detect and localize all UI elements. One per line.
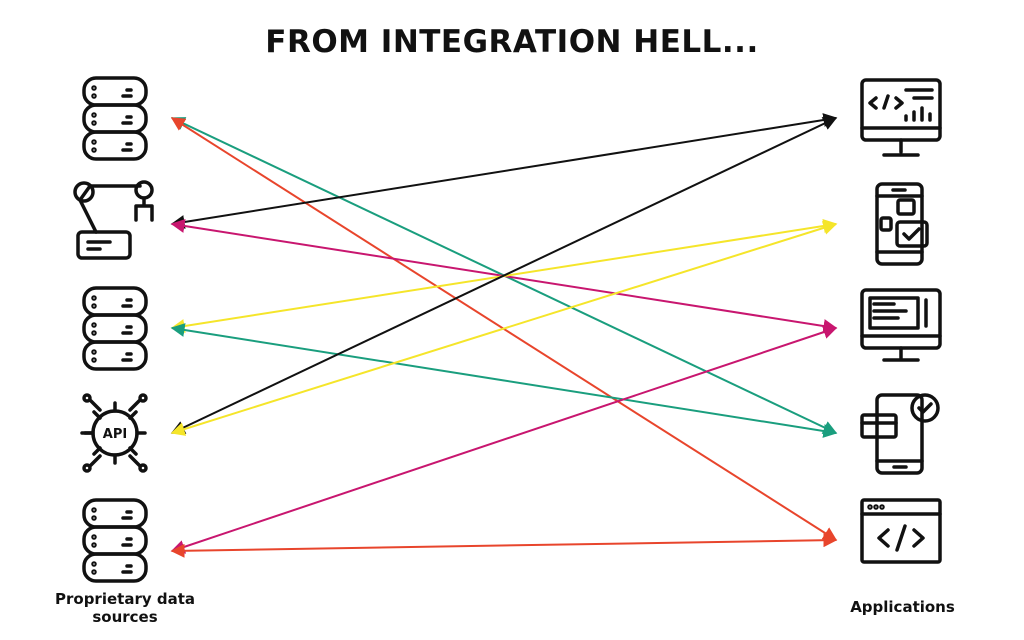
database-icon — [82, 286, 148, 371]
title: FROM INTEGRATION HELL... — [265, 24, 759, 60]
database-icon — [82, 498, 148, 583]
svg-text:API: API — [103, 427, 127, 442]
left-label: Proprietary data sources — [55, 590, 195, 626]
right-label: Applications — [850, 598, 955, 616]
phone-payment-icon — [860, 393, 940, 475]
robot-arm-icon — [73, 180, 154, 260]
web-code-icon — [860, 498, 942, 564]
database-icon — [82, 76, 148, 161]
mobile-app-icon — [875, 182, 929, 266]
api-gear-icon: API — [80, 393, 148, 473]
monitor-layout-icon — [860, 288, 942, 362]
monitor-code-icon — [860, 78, 942, 157]
connections — [170, 113, 838, 558]
